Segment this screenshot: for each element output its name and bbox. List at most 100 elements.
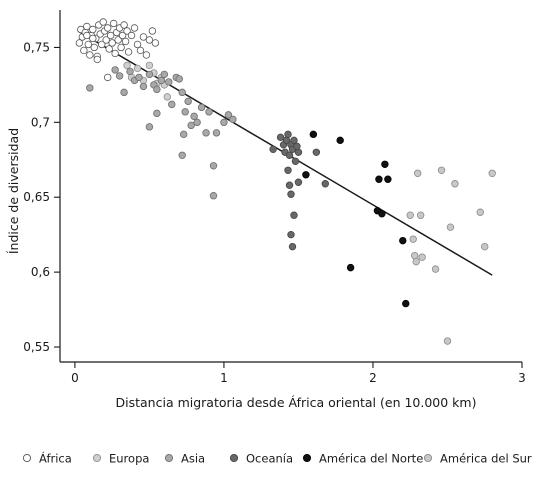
- legend-marker: [302, 453, 312, 463]
- point--frica: [124, 48, 133, 56]
- point--frica: [142, 51, 151, 59]
- point--frica: [102, 36, 110, 44]
- point-asia: [168, 100, 176, 109]
- point--frica: [130, 24, 139, 32]
- point--frica: [120, 21, 128, 29]
- point-am-rica-del-sur: [443, 337, 452, 345]
- point-ocean-a: [290, 136, 298, 145]
- legend-marker: [164, 453, 174, 463]
- legend-label: América del Sur: [440, 452, 532, 466]
- legend-marker: [22, 453, 32, 463]
- point-asia: [120, 88, 128, 97]
- y-axis-title: Índice de diversidad: [6, 128, 21, 254]
- point--frica: [106, 31, 115, 40]
- point-asia: [197, 103, 206, 112]
- point--frica: [114, 36, 122, 44]
- point-am-rica-del-norte: [302, 171, 310, 179]
- point-am-rica-del-sur: [437, 166, 446, 174]
- y-ticks-group: 0,55 0,6 0,65 0,7 0,75: [23, 40, 60, 354]
- point-asia: [175, 75, 183, 83]
- point-asia: [202, 129, 210, 137]
- point--frica: [123, 27, 131, 35]
- x-tick-label: 1: [220, 371, 228, 385]
- point--frica: [121, 37, 130, 46]
- point-asia: [126, 67, 134, 76]
- point-ocean-a: [312, 148, 321, 156]
- legend: África Europa Asia Oceanía América del Norte…: [22, 451, 532, 466]
- point--frica: [83, 31, 91, 40]
- point-am-rica-del-norte: [381, 160, 389, 168]
- point-asia: [181, 108, 189, 116]
- point-am-rica-del-sur: [418, 253, 426, 261]
- point-asia: [209, 192, 218, 200]
- point-am-rica-del-sur: [406, 211, 414, 219]
- point-am-rica-del-sur: [476, 208, 484, 216]
- point--frica: [127, 31, 136, 40]
- legend-label: África: [39, 451, 72, 466]
- point--frica: [99, 18, 107, 26]
- point--frica: [105, 45, 113, 53]
- point-ocean-a: [291, 157, 300, 165]
- point-asia: [157, 76, 166, 85]
- point-ocean-a: [284, 130, 292, 139]
- point-am-rica-del-sur: [451, 180, 459, 188]
- x-axis-title: Distancia migratoria desde África orient…: [116, 395, 477, 410]
- x-ticks-group: 0 1 2 3: [71, 362, 526, 385]
- point-asia: [178, 151, 186, 159]
- point-ocean-a: [287, 230, 295, 239]
- point--frica: [93, 55, 101, 64]
- point-ocean-a: [276, 133, 285, 142]
- point-asia: [145, 123, 154, 131]
- y-tick-label: 0,7: [31, 115, 50, 129]
- point--frica: [89, 34, 97, 43]
- point-am-rica-del-norte: [346, 263, 355, 272]
- point-asia: [184, 97, 192, 106]
- legend-label: Europa: [109, 452, 149, 466]
- point-am-rica-del-sur: [488, 169, 496, 177]
- point-am-rica-del-norte: [375, 175, 383, 183]
- point-asia: [153, 109, 161, 118]
- point--frica: [86, 51, 94, 59]
- point-asia: [187, 121, 195, 130]
- point-asia: [86, 84, 94, 92]
- point-asia: [190, 112, 198, 121]
- point-am-rica-del-norte: [378, 210, 386, 218]
- point-am-rica-del-sur: [409, 235, 417, 243]
- legend-label: Oceanía: [246, 452, 293, 466]
- point-ocean-a: [290, 211, 298, 219]
- point-ocean-a: [285, 181, 294, 189]
- x-tick-label: 0: [71, 371, 79, 385]
- point-am-rica-del-sur: [413, 169, 422, 177]
- point-asia: [179, 130, 188, 139]
- point-am-rica-del-norte: [402, 299, 410, 308]
- point--frica: [145, 36, 154, 44]
- point-europa: [163, 93, 172, 101]
- point-ocean-a: [288, 242, 297, 251]
- legend-label: Asia: [181, 452, 205, 466]
- point-asia: [115, 72, 124, 80]
- point-am-rica-del-sur: [410, 251, 419, 260]
- legend-marker: [423, 453, 433, 463]
- point-ocean-a: [294, 178, 303, 186]
- point-ocean-a: [269, 145, 277, 154]
- y-tick-label: 0,65: [23, 190, 50, 204]
- point-asia: [220, 118, 228, 127]
- point-ocean-a: [287, 190, 295, 198]
- point--frica: [111, 49, 119, 58]
- point--frica: [151, 39, 160, 47]
- point-am-rica-del-sur: [412, 257, 420, 266]
- point-asia: [224, 111, 233, 119]
- x-tick-label: 2: [369, 371, 377, 385]
- point--frica: [80, 46, 88, 55]
- point-asia: [145, 70, 154, 79]
- point-asia: [193, 118, 201, 127]
- point--frica: [133, 40, 142, 49]
- legend-label: América del Norte: [319, 452, 423, 466]
- point-am-rica-del-sur: [416, 211, 425, 219]
- point-ocean-a: [285, 151, 294, 159]
- axes-group: [59, 10, 522, 363]
- point-am-rica-del-sur: [446, 223, 455, 231]
- point--frica: [75, 39, 84, 47]
